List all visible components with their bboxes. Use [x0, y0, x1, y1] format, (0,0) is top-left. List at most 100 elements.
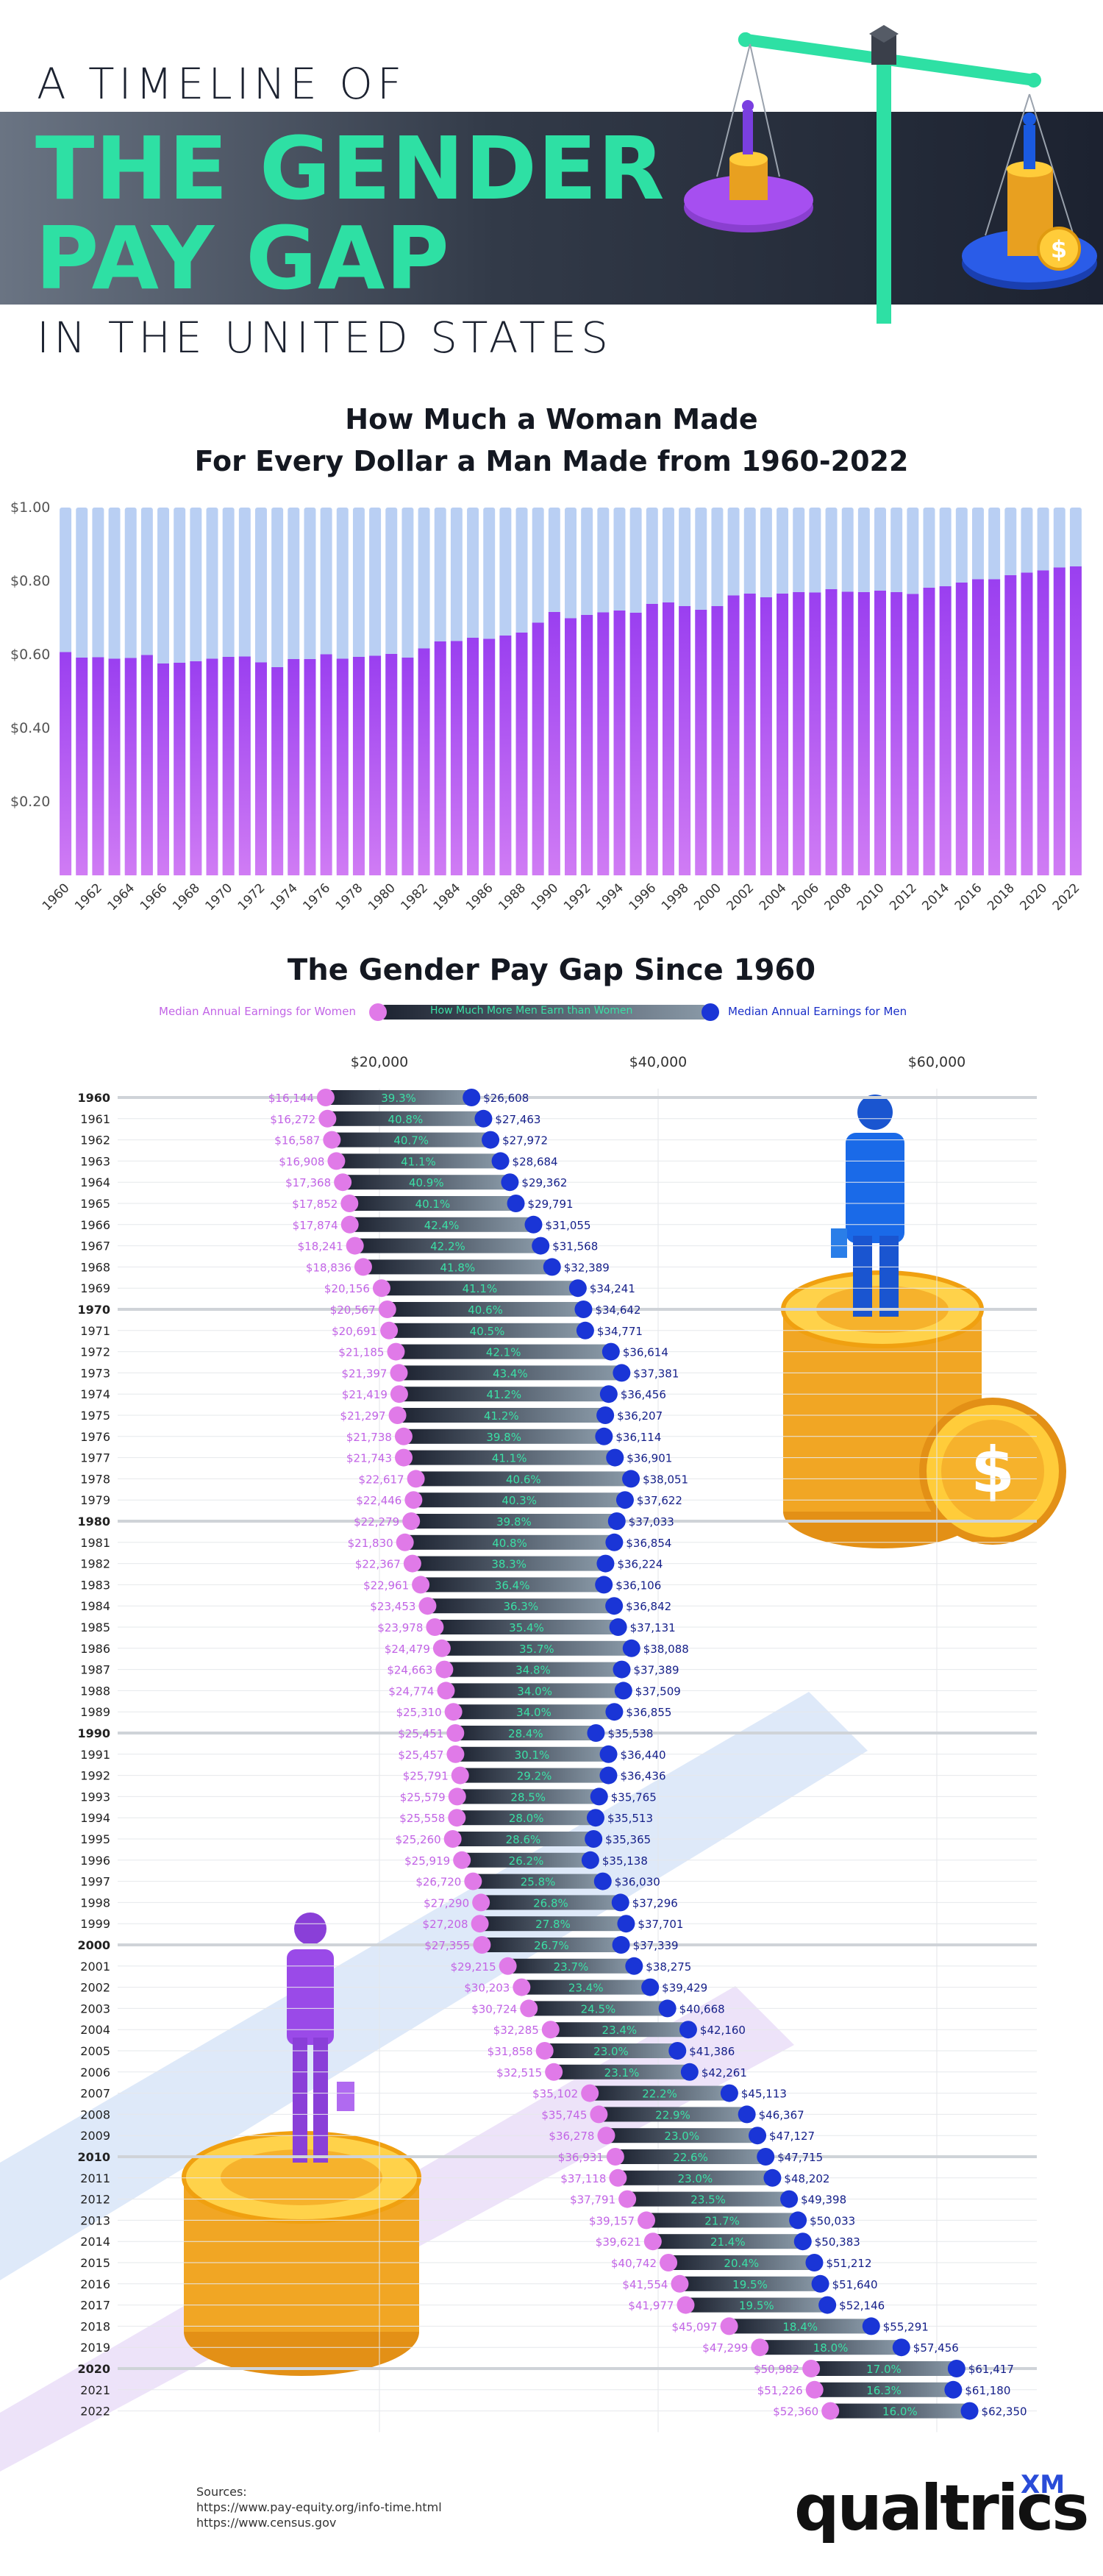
year-label: 2017: [80, 2299, 110, 2313]
gap-label: 21.4%: [710, 2235, 746, 2249]
year-label: 1988: [80, 1684, 110, 1698]
men-value-label: $42,261: [702, 2066, 747, 2079]
source-link-2[interactable]: https://www.census.gov: [196, 2516, 337, 2530]
year-label: 2018: [80, 2319, 110, 2333]
year-label: 1978: [80, 1472, 110, 1486]
men-value-label: $49,398: [801, 2193, 846, 2207]
gap-bar-1996: [462, 1852, 590, 1868]
bar-2017: [988, 579, 1001, 875]
women-value-label: $21,419: [342, 1388, 388, 1401]
women-dot-1973: [390, 1364, 408, 1382]
women-value-label: $50,982: [754, 2363, 799, 2376]
year-label: 1966: [80, 1218, 110, 1232]
men-value-label: $35,538: [607, 1727, 653, 1740]
gap-bar-2017: [685, 2297, 828, 2313]
women-dot-1978: [407, 1470, 425, 1488]
men-value-label: $61,180: [965, 2384, 1010, 2397]
x-tick-label: 2000: [691, 880, 724, 914]
gap-label: 23.0%: [664, 2130, 699, 2143]
men-dot-2001: [625, 1957, 643, 1975]
bar-1978: [352, 657, 365, 875]
gap-label: 39.3%: [381, 1092, 416, 1105]
x-tick-label: 1982: [398, 880, 431, 914]
women-dot-2022: [821, 2402, 840, 2420]
chart1-title-line-1: How Much a Woman Made: [345, 403, 758, 435]
svg-text:$: $: [1051, 235, 1067, 263]
women-value-label: $25,260: [396, 1833, 441, 1846]
men-value-label: $36,106: [615, 1579, 661, 1592]
gap-label: 38.3%: [491, 1558, 526, 1571]
x-tick-label: 2004: [757, 880, 790, 914]
gap-bar-2009: [606, 2128, 758, 2143]
women-value-label: $17,368: [285, 1176, 331, 1189]
gap-bar-1992: [460, 1768, 609, 1783]
women-value-label: $18,241: [298, 1240, 343, 1253]
gap-bar-1975: [397, 1408, 606, 1423]
gap-bar-1986: [441, 1640, 632, 1656]
sources-block: Sources: https://www.pay-equity.org/info…: [196, 2484, 442, 2530]
bar-2006: [809, 592, 821, 875]
year-label: 1975: [80, 1409, 110, 1423]
women-dot-2021: [805, 2380, 824, 2399]
men-dot-1962: [482, 1131, 500, 1149]
men-value-label: $26,608: [483, 1092, 529, 1105]
bar-1993: [597, 612, 610, 875]
gap-bar-1965: [349, 1196, 516, 1211]
gap-bar-1973: [399, 1365, 622, 1381]
gap-label: 23.1%: [604, 2066, 640, 2079]
title-kicker: A TIMELINE OF: [37, 59, 407, 109]
gap-bar-1991: [455, 1746, 609, 1762]
women-value-label: $25,451: [398, 1727, 443, 1740]
gap-bar-1977: [404, 1450, 615, 1465]
y-tick-label: $0.40: [10, 720, 50, 736]
gap-bar-1987: [444, 1662, 622, 1677]
men-dot-1975: [596, 1406, 615, 1424]
women-value-label: $21,738: [346, 1431, 392, 1444]
year-label: 1971: [80, 1324, 110, 1338]
men-value-label: $61,417: [968, 2363, 1014, 2376]
bar-1982: [418, 648, 430, 875]
gap-label: 23.4%: [602, 2024, 638, 2037]
men-dot-1965: [507, 1195, 525, 1212]
year-label: 1989: [80, 1705, 110, 1719]
gap-label: 22.6%: [673, 2151, 708, 2164]
source-link-1[interactable]: https://www.pay-equity.org/info-time.htm…: [196, 2500, 442, 2514]
gap-bar-2001: [507, 1958, 635, 1974]
year-label: 2015: [80, 2256, 110, 2270]
men-dot-1986: [622, 1639, 640, 1657]
women-dot-1964: [334, 1173, 352, 1192]
gap-bar-1962: [332, 1132, 491, 1148]
gap-bar-2011: [618, 2170, 773, 2185]
women-dot-1997: [464, 1872, 482, 1890]
men-dot-1991: [599, 1745, 618, 1763]
gap-label: 40.5%: [470, 1325, 505, 1338]
hero-band: [0, 112, 1103, 305]
legend-gradient: [369, 1003, 719, 1021]
women-value-label: $23,453: [370, 1600, 415, 1613]
bar-1987: [499, 636, 512, 875]
bar-2015: [955, 583, 968, 875]
women-value-label: $30,724: [471, 2002, 517, 2015]
bar-1990: [548, 612, 560, 875]
men-dot-2020: [947, 2360, 965, 2377]
gap-bar-1978: [415, 1471, 632, 1487]
women-value-label: $25,457: [398, 1748, 443, 1762]
men-value-label: $37,339: [633, 1939, 679, 1952]
year-label: 1991: [80, 1748, 110, 1762]
men-value-label: $36,440: [621, 1748, 666, 1762]
men-dot-1985: [609, 1618, 627, 1636]
women-value-label: $16,908: [279, 1155, 324, 1168]
year-label: 2007: [80, 2087, 110, 2101]
x-tick-label: 1966: [138, 880, 171, 914]
women-dot-1977: [395, 1448, 413, 1467]
bar-1988: [515, 633, 528, 875]
women-dot-1963: [327, 1152, 346, 1170]
bar-1983: [434, 641, 446, 875]
men-value-label: $41,386: [689, 2045, 735, 2058]
woman-coin-stack-icon: [182, 2131, 421, 2376]
gap-label: 42.4%: [424, 1219, 460, 1232]
gap-label: 35.7%: [519, 1643, 554, 1656]
bar-1967: [174, 663, 186, 875]
women-value-label: $21,185: [338, 1346, 384, 1359]
gap-label: 26.8%: [533, 1896, 568, 1910]
